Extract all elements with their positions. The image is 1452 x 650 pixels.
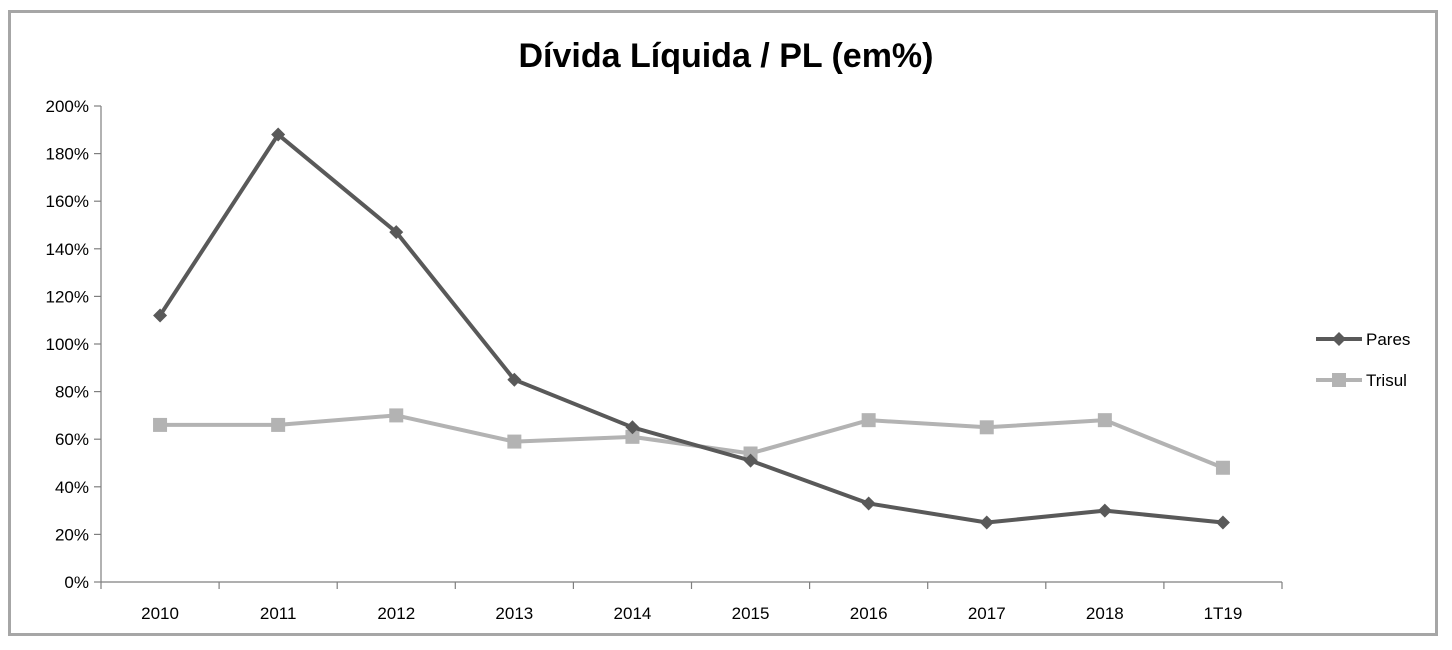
legend-marker — [1332, 373, 1346, 387]
legend-item-pares: Pares — [1316, 330, 1410, 349]
series-line-pares — [158, 132, 1224, 525]
series-trisul — [153, 408, 1230, 475]
data-point-pares — [507, 372, 522, 387]
y-tick-label: 60% — [55, 430, 89, 449]
x-tick-label: 2011 — [260, 604, 297, 623]
x-tick-label: 2012 — [377, 604, 415, 623]
data-point-trisul — [1097, 413, 1112, 428]
y-tick-label: 80% — [55, 383, 89, 402]
data-point-pares — [625, 420, 640, 435]
y-tick-label: 120% — [46, 287, 89, 306]
data-point-trisul — [743, 446, 758, 461]
data-point-trisul — [507, 434, 522, 449]
x-tick-label: 2010 — [141, 604, 179, 623]
data-point-trisul — [861, 413, 876, 428]
y-tick-label: 20% — [55, 525, 89, 544]
x-tick-label: 2013 — [495, 604, 533, 623]
data-point-pares — [743, 453, 758, 468]
chart-title: Dívida Líquida / PL (em%) — [519, 37, 934, 75]
y-tick-label: 100% — [46, 335, 89, 354]
data-point-pares — [389, 225, 404, 240]
data-point-pares — [1097, 503, 1112, 518]
data-point-trisul — [979, 420, 994, 435]
series-line-trisul — [160, 413, 1224, 470]
data-point-trisul — [1215, 460, 1230, 475]
data-point-trisul — [153, 417, 168, 432]
y-tick-label: 180% — [46, 145, 89, 164]
legend-label: Pares — [1366, 330, 1410, 349]
legend-label: Trisul — [1366, 371, 1407, 390]
legend: Pares Trisul — [1316, 330, 1410, 390]
x-tick-label: 1T19 — [1204, 604, 1243, 623]
series-layer — [153, 127, 1230, 530]
x-tick-label: 2018 — [1086, 604, 1124, 623]
legend-item-trisul: Trisul — [1316, 371, 1407, 390]
data-point-trisul — [625, 429, 640, 444]
y-tick-label: 200% — [46, 97, 89, 116]
axes: 0% 20% 40% 60% 80% 100% 120% 140% 160% 180% 200% 20… — [46, 97, 1283, 623]
x-tick-label: 2014 — [614, 604, 652, 623]
data-point-pares — [1215, 515, 1230, 530]
y-tick-label: 160% — [46, 192, 89, 211]
data-point-pares — [153, 308, 168, 323]
data-point-pares — [271, 127, 286, 142]
data-point-pares — [979, 515, 994, 530]
x-tick-label: 2017 — [968, 604, 1006, 623]
y-tick-label: 40% — [55, 478, 89, 497]
chart-frame — [8, 10, 1438, 636]
legend-marker — [1332, 332, 1346, 346]
data-point-trisul — [389, 408, 404, 423]
data-point-trisul — [271, 417, 286, 432]
data-point-pares — [861, 496, 876, 511]
x-tick-label: 2016 — [850, 604, 888, 623]
series-pares — [153, 127, 1230, 530]
y-tick-label: 0% — [64, 573, 89, 592]
x-tick-label: 2015 — [732, 604, 770, 623]
y-tick-label: 140% — [46, 240, 89, 259]
